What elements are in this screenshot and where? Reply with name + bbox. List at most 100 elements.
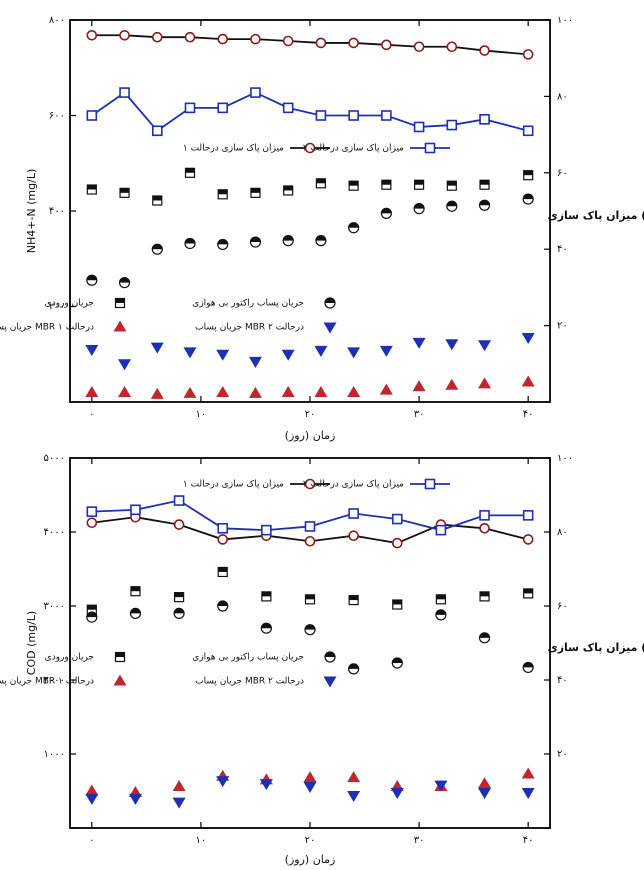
legend-marker — [113, 320, 127, 332]
data-point — [217, 102, 229, 114]
data-point — [216, 776, 230, 788]
data-point — [478, 632, 491, 644]
x-axis-label: زمان (روز) — [285, 853, 336, 866]
y2-tick-label: ۴۰ — [557, 675, 568, 686]
y-tick-label: ۵۰۰۰ — [44, 453, 65, 464]
data-point — [391, 657, 403, 669]
legend-item: جریان ورودی — [45, 297, 126, 309]
data-point — [86, 506, 98, 517]
data-point — [435, 594, 447, 605]
legend-label: جریان پساب راکتور بی هوازی — [192, 299, 304, 309]
data-point — [315, 235, 327, 247]
data-point — [150, 387, 164, 399]
data-point — [304, 594, 316, 605]
data-point — [128, 793, 142, 805]
data-point — [85, 385, 99, 397]
y-axis-label: NH4+-N (mg/L) — [25, 169, 38, 254]
data-point — [413, 203, 425, 215]
legend-marker — [304, 478, 316, 490]
data-point — [381, 110, 392, 121]
data-point — [304, 624, 316, 636]
data-point — [521, 787, 535, 799]
legend-label: میزان پاک سازی درحالت ۱ — [183, 143, 284, 154]
nh4-chart: ۰ ۱۰ ۲۰ ۳۰ ۴۰ ۲۰۰ ۴۰۰ ۶۰۰ ۸۰۰ ۲۰ ۴۰ ۶۰ ۸۰ ۱۰۰ زمان (رو… — [0, 15, 644, 442]
legend-item: جریان پساب MBR درحالت ۲ — [195, 322, 337, 334]
data-point — [86, 611, 98, 623]
data-point — [478, 340, 492, 352]
legend-label: میزان پاک سازی درحالت ۲ — [303, 143, 404, 154]
data-point — [217, 566, 228, 578]
series-5 — [85, 333, 535, 371]
legend-item: میزان پاک سازی درحالت ۱ — [183, 479, 330, 490]
data-point — [85, 793, 99, 805]
series-line — [91, 34, 529, 56]
data-point — [479, 45, 490, 56]
data-point — [172, 780, 186, 792]
data-point — [118, 359, 132, 371]
data-point — [315, 37, 327, 49]
data-point — [479, 114, 490, 125]
data-point — [118, 385, 132, 397]
data-point — [183, 347, 197, 359]
data-point — [522, 534, 534, 545]
data-point — [522, 49, 534, 60]
x-tick-label: ۰ — [89, 409, 94, 420]
data-point — [282, 235, 294, 247]
data-point — [119, 87, 130, 98]
y-tick-label: ۲۰۰ — [49, 302, 65, 313]
data-point — [152, 195, 163, 206]
legend-marker — [323, 676, 337, 688]
data-point — [249, 236, 262, 248]
data-point — [217, 522, 229, 534]
legend-marker — [113, 674, 127, 686]
y2-axis-label: میزان پاک سازی (%) — [548, 641, 644, 654]
data-point — [260, 622, 272, 634]
data-point — [183, 386, 197, 398]
data-point — [391, 513, 403, 525]
series-5 — [85, 776, 535, 809]
data-point — [86, 517, 98, 529]
x-tick-label: ۲۰ — [305, 835, 316, 846]
data-point — [184, 167, 196, 178]
x-tick-label: ۱۰ — [196, 835, 207, 846]
data-point — [248, 356, 262, 368]
data-point — [392, 599, 403, 610]
data-point — [86, 110, 98, 121]
legend-marker — [324, 651, 336, 663]
legend-item: جریان پساب MBR درحالت ۱ — [0, 320, 127, 333]
data-point — [150, 342, 164, 354]
data-point — [314, 385, 328, 397]
data-point — [151, 243, 163, 255]
data-point — [173, 519, 185, 530]
data-point — [522, 125, 534, 137]
data-point — [173, 607, 185, 620]
legend-item: جریان پساب راکتور بی هوازی — [192, 297, 336, 309]
data-point — [86, 29, 98, 41]
x-tick-label: ۲۰ — [305, 409, 316, 420]
data-point — [478, 199, 491, 211]
data-point — [446, 119, 458, 131]
data-point — [250, 187, 261, 198]
legend-label: میزان پاک سازی درحالت ۲ — [303, 479, 404, 490]
data-point — [281, 385, 295, 397]
series-2 — [86, 566, 534, 615]
y-tick-label: ۸۰۰ — [49, 15, 65, 26]
data-point — [412, 380, 426, 392]
legend-label: جریان پساب MBR درحالت ۱ — [0, 677, 94, 687]
data-point — [348, 37, 359, 49]
data-point — [118, 277, 131, 289]
y2-tick-label: ۱۰۰ — [557, 453, 573, 464]
data-point — [248, 386, 262, 398]
data-point — [521, 333, 535, 345]
legend-label: جریان ورودی — [45, 299, 94, 309]
data-point — [303, 771, 317, 783]
data-point — [522, 510, 534, 521]
legend-marker — [114, 297, 126, 309]
data-point — [413, 179, 425, 190]
legend-marker — [324, 297, 336, 309]
y2-tick-label: ۸۰ — [557, 91, 568, 102]
data-point — [445, 378, 459, 390]
y2-tick-label: ۲۰ — [557, 749, 568, 760]
data-point — [172, 797, 186, 809]
